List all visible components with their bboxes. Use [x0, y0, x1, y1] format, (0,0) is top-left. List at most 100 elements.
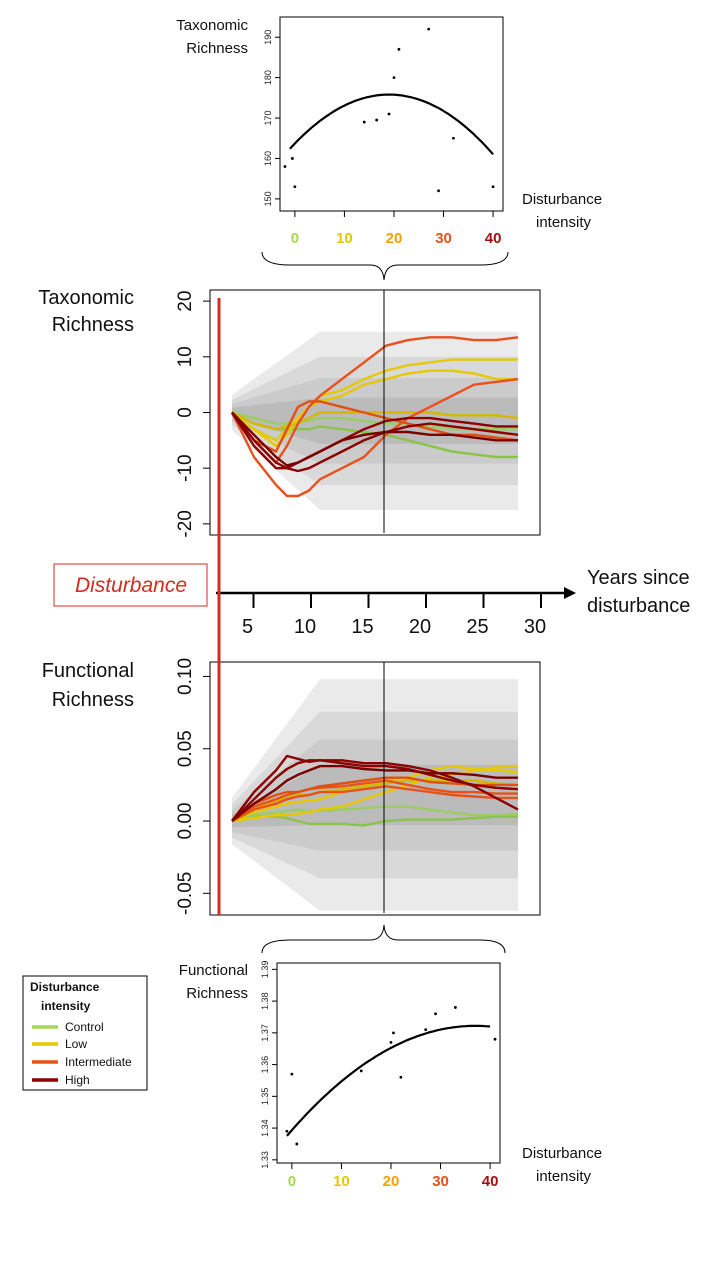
- scatter-point: [387, 112, 391, 116]
- taxonomic-panel: Taxonomic Richness -20 -10 0 10 20: [38, 287, 541, 538]
- functional-ylabel-line2: Richness: [52, 689, 134, 711]
- scatter-point: [491, 185, 495, 189]
- scatter-point: [290, 157, 294, 160]
- bottom-scatter-y-axis: 1.33 1.34 1.35 1.36 1.37 1.38 1.39: [260, 961, 277, 1169]
- scatter-point: [375, 118, 379, 122]
- series-line: [231, 400, 519, 453]
- disturbance-box: [53, 563, 208, 607]
- bottom-scatter-xlabel-line2: intensity: [536, 1168, 592, 1185]
- scatter-point: [437, 189, 440, 193]
- scatter-point: [427, 27, 431, 31]
- series-line: [231, 369, 518, 442]
- timeline: Disturbance 5 10 15 20 25 30 Years since dist…: [53, 563, 690, 638]
- y-tick-label: 0.05: [175, 730, 196, 767]
- legend-label-low: Low: [65, 1037, 87, 1051]
- timeline-tick-label: 20: [409, 616, 431, 638]
- legend-box: [22, 975, 148, 1091]
- series-line: [231, 759, 519, 822]
- taxonomic-ylabel-line2: Richness: [52, 314, 134, 336]
- disturbance-label: Disturbance: [75, 574, 187, 597]
- series-line: [231, 779, 519, 823]
- y-tick-label: -10: [175, 454, 196, 481]
- x-tick-label: 30: [432, 1173, 449, 1190]
- top-scatter-xlabel-line1: Disturbance: [522, 191, 602, 208]
- scatter-point: [362, 120, 366, 124]
- bottom-brace: [261, 924, 506, 954]
- x-tick-label: 0: [288, 1173, 296, 1190]
- legend: Disturbance intensity Control Low Interm…: [22, 975, 148, 1091]
- functional-frame: [209, 661, 541, 916]
- functional-y-axis: -0.05 0.00 0.05 0.10: [175, 658, 210, 915]
- scatter-point: [392, 1031, 395, 1035]
- bottom-scatter-ylabel-line1: Functional: [179, 962, 248, 979]
- series-line: [231, 336, 519, 464]
- legend-label-high: High: [65, 1073, 90, 1087]
- top-scatter-frame: [279, 16, 504, 212]
- legend-label-intermediate: Intermediate: [65, 1055, 132, 1069]
- timeline-tick-label: 25: [466, 616, 488, 638]
- timeline-tick-label: 15: [351, 616, 373, 638]
- timeline-arrowhead: [564, 587, 576, 599]
- x-tick-label: 20: [383, 1173, 400, 1190]
- scatter-point: [493, 1037, 497, 1041]
- x-tick-label: 10: [336, 230, 353, 247]
- taxonomic-series-lines: [230, 336, 519, 498]
- timeline-tick-label: 5: [242, 616, 253, 638]
- y-tick-label: -20: [175, 510, 196, 537]
- scatter-point: [389, 1040, 393, 1044]
- scatter-point: [452, 136, 455, 140]
- y-tick-label: 0.00: [175, 803, 196, 840]
- y-tick-label: 1.37: [260, 1024, 270, 1042]
- series-line: [231, 776, 518, 822]
- top-scatter-xlabel-line2: intensity: [536, 214, 592, 231]
- taxonomic-ylabel-line1: Taxonomic: [38, 287, 134, 309]
- scatter-point: [424, 1028, 428, 1032]
- series-line: [231, 411, 519, 473]
- x-tick-label: 0: [291, 230, 299, 247]
- top-scatter-fit-curve: [289, 93, 494, 156]
- legend-item: High: [32, 1073, 90, 1087]
- bottom-scatter-ylabel-line2: Richness: [186, 985, 248, 1002]
- y-tick-label: 0.10: [175, 658, 196, 695]
- legend-item: Control: [32, 1020, 104, 1034]
- y-tick-label: 1.39: [260, 961, 270, 979]
- y-tick-label: 180: [263, 70, 273, 85]
- series-line: [230, 377, 519, 498]
- x-tick-label: 20: [386, 230, 403, 247]
- series-line: [231, 815, 518, 827]
- functional-ylabel-line1: Functional: [42, 660, 134, 682]
- bottom-scatter-fit-curve: [286, 1024, 491, 1137]
- series-line: [231, 764, 518, 822]
- top-scatter-y-axis: 150 160 170 180 190: [263, 30, 280, 206]
- top-brace: [261, 251, 509, 281]
- top-scatter-ylabel-line1: Taxonomic: [176, 17, 248, 34]
- x-tick-label: 40: [482, 1173, 499, 1190]
- series-line: [230, 411, 518, 470]
- series-line: [231, 411, 518, 467]
- top-scatter-ylabel-line2: Richness: [186, 40, 248, 57]
- y-tick-label: -0.05: [175, 872, 196, 915]
- y-tick-label: 0: [175, 407, 196, 418]
- scatter-point: [295, 1142, 299, 1146]
- legend-item: Low: [32, 1037, 87, 1051]
- legend-item: Intermediate: [32, 1055, 132, 1069]
- scatter-point: [290, 1072, 294, 1076]
- scatter-point: [454, 1006, 457, 1009]
- series-line: [231, 785, 518, 823]
- timeline-tick-label: 10: [294, 616, 316, 638]
- y-tick-label: 170: [263, 111, 273, 126]
- legend-title-line2: intensity: [41, 999, 91, 1013]
- functional-series-lines: [231, 754, 519, 827]
- y-tick-label: 150: [263, 191, 273, 206]
- bottom-scatter-points: [285, 1006, 497, 1146]
- legend-label-control: Control: [65, 1020, 104, 1034]
- top-scatter: Taxonomic Richness 150 160 170 180 190 0 10 20…: [176, 16, 602, 281]
- y-tick-label: 1.38: [260, 992, 270, 1010]
- bottom-scatter: Functional Richness 1.33 1.34 1.35 1.36 1.37…: [179, 961, 602, 1190]
- series-line: [231, 411, 519, 431]
- x-tick-label: 10: [333, 1173, 350, 1190]
- series-line: [231, 779, 518, 823]
- scatter-point: [397, 47, 401, 51]
- x-tick-label: 30: [435, 230, 452, 247]
